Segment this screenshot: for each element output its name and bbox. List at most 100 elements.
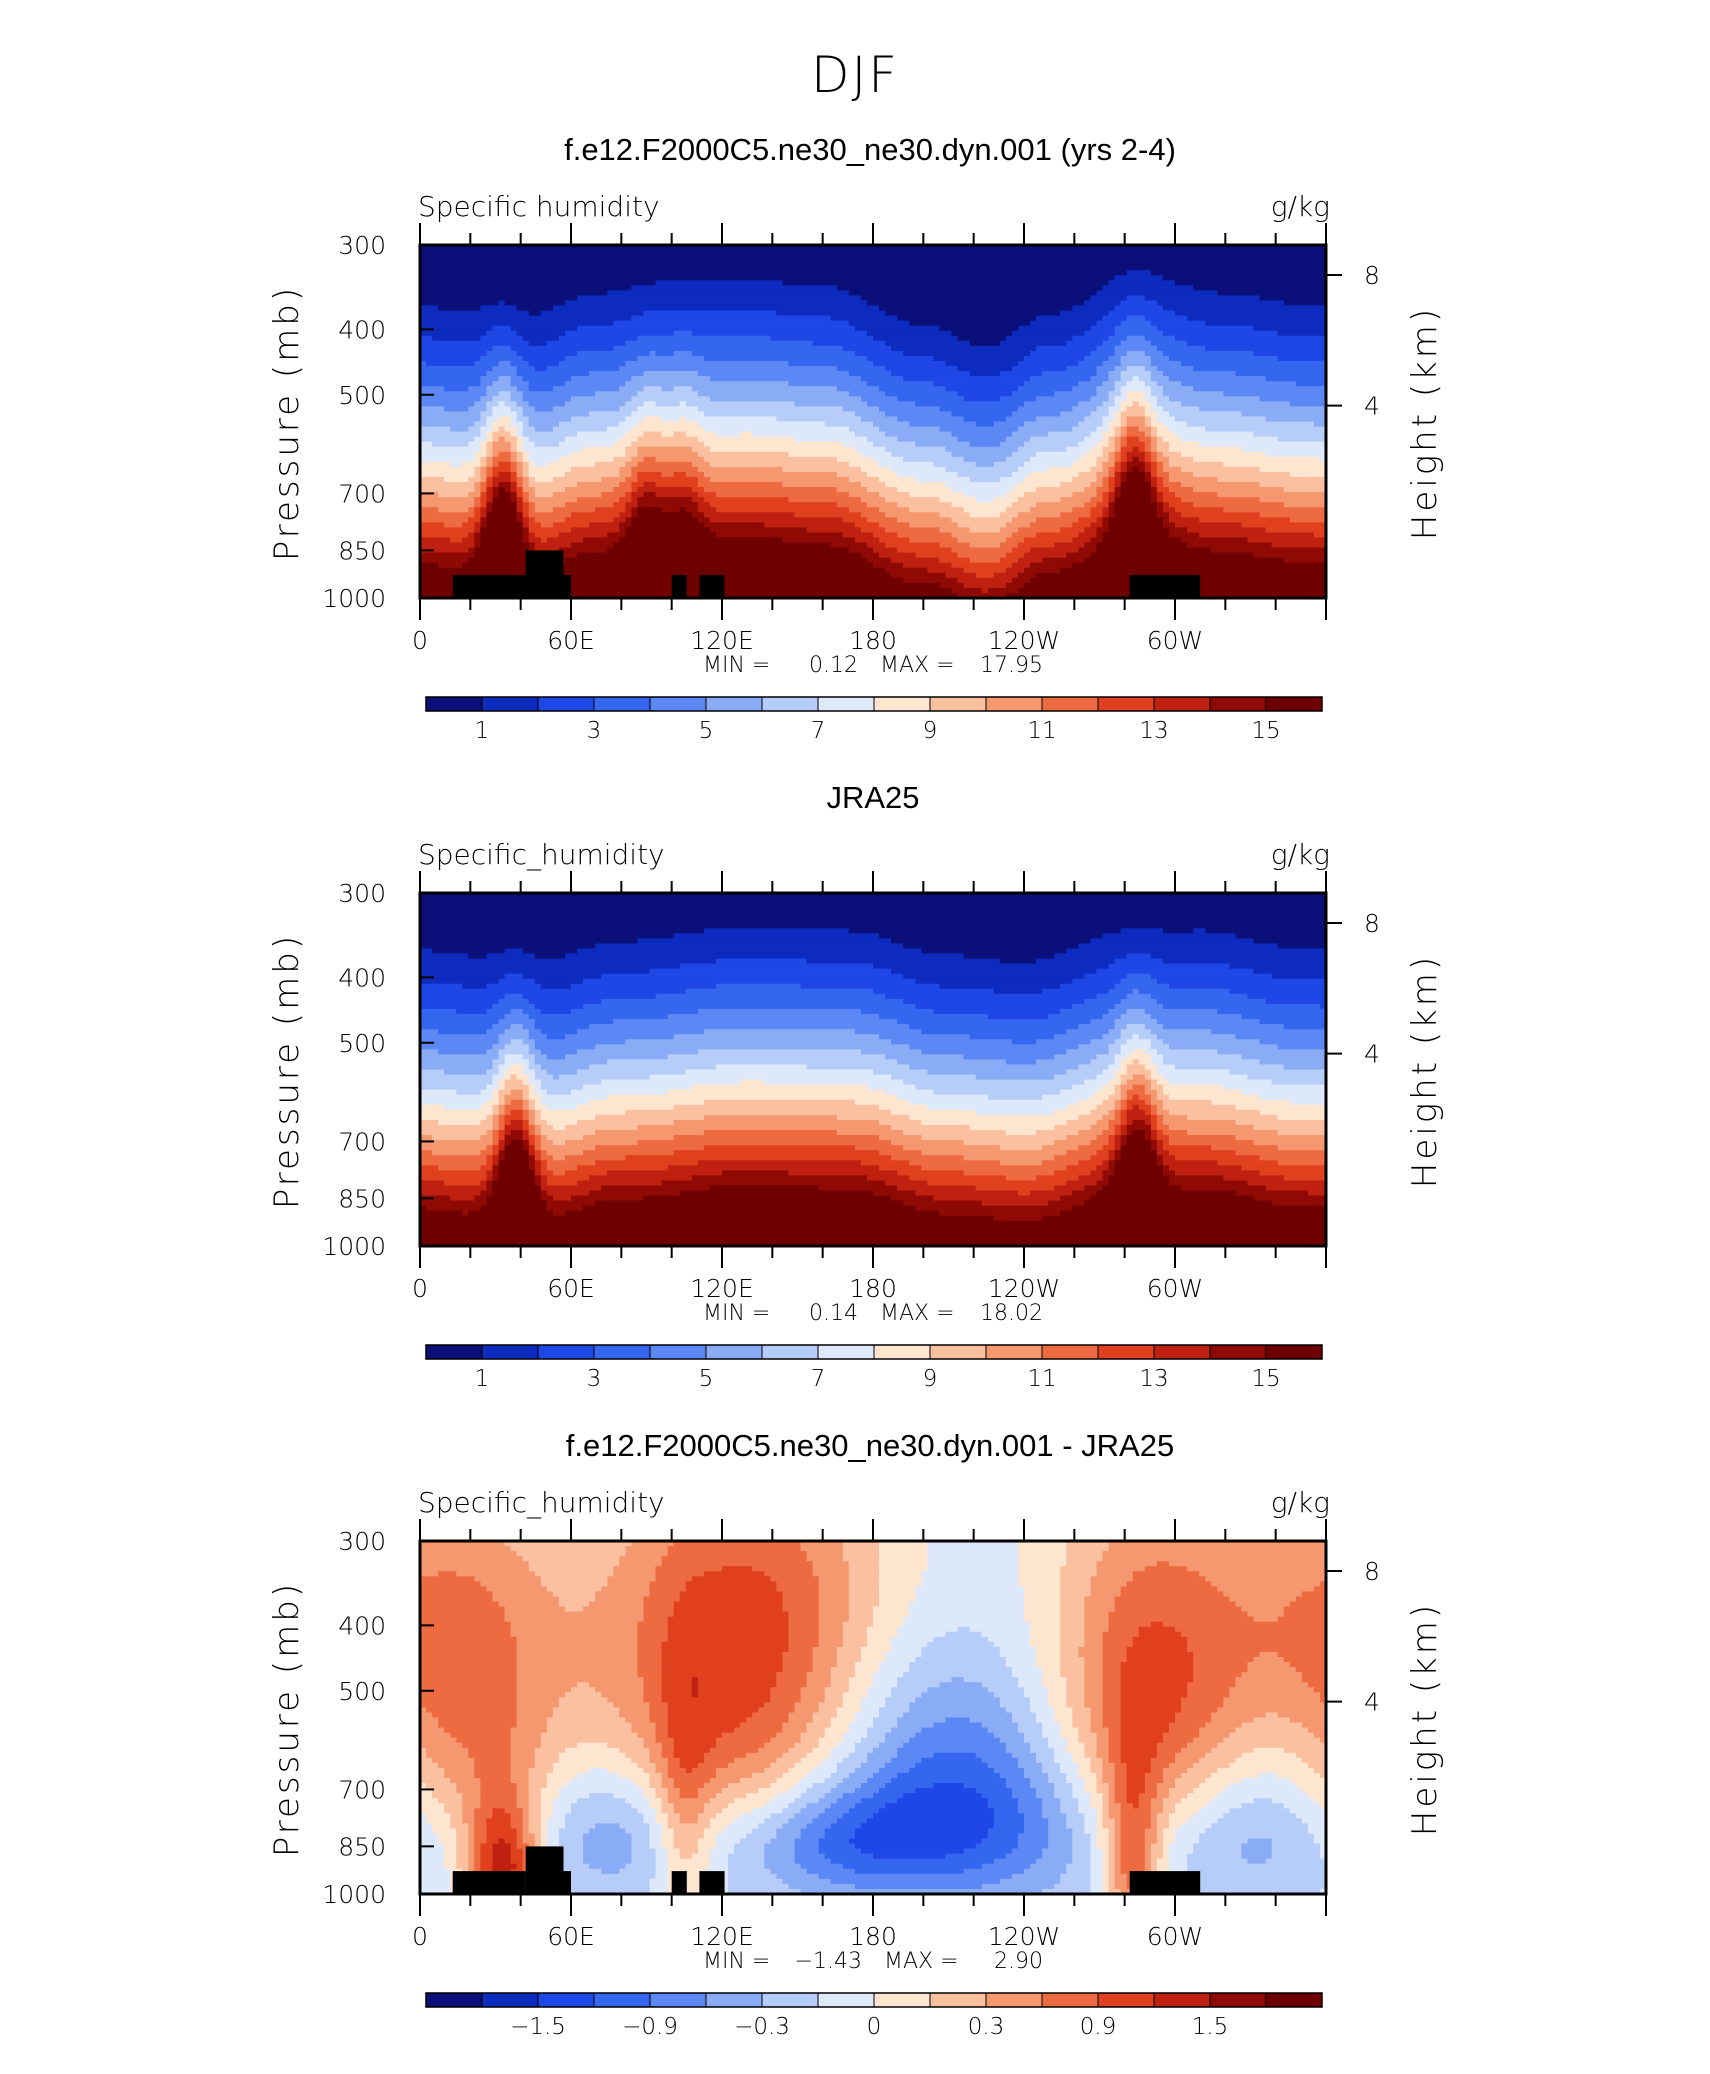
- panel-2-contour-cell: [456, 1008, 488, 1015]
- panel-2-contour-cell: [903, 998, 1085, 1005]
- panel-2-contour-cell: [1126, 1124, 1152, 1131]
- panel-1-contour-cell: [1156, 502, 1164, 508]
- panel-2-contour-cell: [999, 958, 1037, 965]
- panel-1-contour-cell: [951, 431, 1013, 438]
- panel-1-contour-cell: [1120, 406, 1128, 413]
- panel-1-contour-cell: [522, 396, 572, 402]
- panel-3-contour-cell: [915, 1788, 977, 1794]
- panel-1-contour-cell: [854, 350, 904, 357]
- panel-3-contour-cell: [558, 1596, 596, 1603]
- panel-1-contour-cell: [951, 547, 1013, 554]
- panel-2-contour-cell: [1156, 1104, 1164, 1111]
- panel-3-contour-cell: [546, 1823, 566, 1830]
- panel-3-contour-cell: [1120, 1712, 1176, 1719]
- panel-3-contour-cell: [1017, 1556, 1067, 1562]
- panel-3-contour-cell: [848, 1611, 874, 1618]
- panel-1-contour-cell: [945, 482, 1019, 488]
- panel-1-contour-cell: [462, 522, 475, 528]
- panel-1-contour-cell: [1072, 426, 1098, 433]
- panel-1-contour-cell: [879, 537, 910, 544]
- panel-3-contour-cell: [1138, 1793, 1158, 1799]
- panel-2-contour-cell: [1162, 1099, 1212, 1106]
- panel-1-contour-cell: [951, 502, 1013, 508]
- panel-1-contour-cell: [673, 386, 693, 392]
- panel-3-contour-cell: [438, 1798, 463, 1804]
- panel-3-contour-cell: [812, 1767, 838, 1774]
- panel-3-colorbar-swatch: [762, 1993, 819, 2007]
- panel-1-colorbar-tick-label: 13: [1139, 718, 1168, 744]
- panel-1-contour-cell: [1060, 310, 1110, 317]
- panel-3-contour-cell: [1084, 1611, 1110, 1618]
- panel-2-contour-cell: [1060, 1195, 1092, 1202]
- panel-3-contour-cell: [782, 1823, 808, 1830]
- panel-2-contour-cell: [1150, 1044, 1170, 1050]
- panel-3-contour-cell: [1090, 1727, 1110, 1734]
- panel-2-contour-cell: [1114, 1024, 1128, 1030]
- panel-1-contour-cell: [564, 381, 626, 387]
- panel-3-contour-cell: [601, 1586, 651, 1593]
- panel-3-contour-cell: [631, 1803, 651, 1809]
- panel-3-contour-cell: [510, 1737, 542, 1744]
- panel-3-contour-cell: [589, 1863, 626, 1870]
- panel-2-contour-cell: [1102, 1130, 1116, 1136]
- panel-2-contour-cell: [1235, 1150, 1326, 1156]
- panel-2-contour-cell: [498, 1119, 506, 1126]
- panel-2-contour-cell: [963, 1140, 1055, 1146]
- panel-3-contour-cell: [842, 1793, 874, 1799]
- panel-3-contour-cell: [679, 1853, 693, 1860]
- panel-2-contour-cell: [510, 1109, 524, 1116]
- panel-1-contour-cell: [709, 461, 850, 468]
- panel-2-contour-cell: [1162, 1074, 1249, 1081]
- panel-3-contour-cell: [1168, 1727, 1200, 1734]
- panel-1-contour-cell: [1156, 487, 1170, 493]
- panel-3-contour-cell: [697, 1687, 771, 1693]
- panel-1-contour-cell: [897, 517, 953, 523]
- panel-3-contour-cell: [667, 1757, 681, 1764]
- panel-3-contour-cell: [1011, 1717, 1037, 1724]
- panel-1-contour-cell: [1048, 466, 1092, 473]
- panel-1-contour-cell: [420, 376, 481, 382]
- panel-1-contour-cell: [1084, 527, 1098, 534]
- panel-1-contour-cell: [1084, 355, 1110, 362]
- panel-3-colorbar-swatch: [818, 1993, 875, 2007]
- panel-3-colorbar-swatch: [594, 1993, 651, 2007]
- panel-1-contour-cell: [420, 381, 481, 387]
- panel-2-contour-cell: [1120, 978, 1158, 985]
- panel-3-contour-cell: [516, 1682, 578, 1688]
- panel-1-contour-cell: [1090, 482, 1104, 488]
- panel-1-contour-cell: [1162, 330, 1279, 337]
- panel-2-colorbar-swatch: [818, 1345, 875, 1359]
- panel-2-contour-cell: [420, 918, 1326, 924]
- panel-3-contour-cell: [673, 1838, 699, 1845]
- panel-3-contour-cell: [818, 1798, 838, 1804]
- panel-2-contour-cell: [1066, 1069, 1104, 1076]
- panel-2-contour-cell: [1277, 1160, 1326, 1166]
- panel-1-contour-cell: [480, 471, 488, 478]
- panel-1-contour-cell: [1259, 512, 1326, 518]
- panel-2-contour-cell: [1150, 1069, 1158, 1076]
- panel-3-terrain-mask: [671, 1871, 687, 1894]
- panel-3-contour-cell: [432, 1712, 518, 1719]
- panel-1-contour-cell: [522, 461, 530, 468]
- panel-2-contour-cell: [1126, 1094, 1134, 1101]
- panel-2-contour-cell: [1162, 1130, 1188, 1136]
- panel-3-contour-cell: [643, 1818, 657, 1824]
- panel-1-contour-cell: [1102, 492, 1110, 498]
- panel-1-contour-cell: [1084, 416, 1104, 423]
- panel-3-contour-cell: [866, 1818, 995, 1824]
- panel-1-contour-cell: [1150, 320, 1206, 327]
- panel-3-contour-cell: [528, 1798, 542, 1804]
- panel-1-contour-cell: [552, 476, 602, 483]
- panel-2-contour-cell: [498, 1039, 512, 1045]
- panel-3-contour-cell: [993, 1823, 1025, 1830]
- panel-1-contour-cell: [571, 376, 632, 382]
- panel-1-contour-cell: [897, 396, 965, 402]
- panel-3-contour-cell: [583, 1606, 645, 1613]
- panel-3-contour-cell: [836, 1707, 862, 1714]
- panel-3-contour-cell: [1175, 1828, 1206, 1835]
- panel-3-contour-cell: [1066, 1813, 1085, 1819]
- panel-1-contour-cell: [1011, 517, 1037, 523]
- panel-3-contour-cell: [1156, 1833, 1164, 1840]
- panel-3-contour-cell: [800, 1697, 826, 1703]
- panel-1-contour-cell: [486, 466, 494, 473]
